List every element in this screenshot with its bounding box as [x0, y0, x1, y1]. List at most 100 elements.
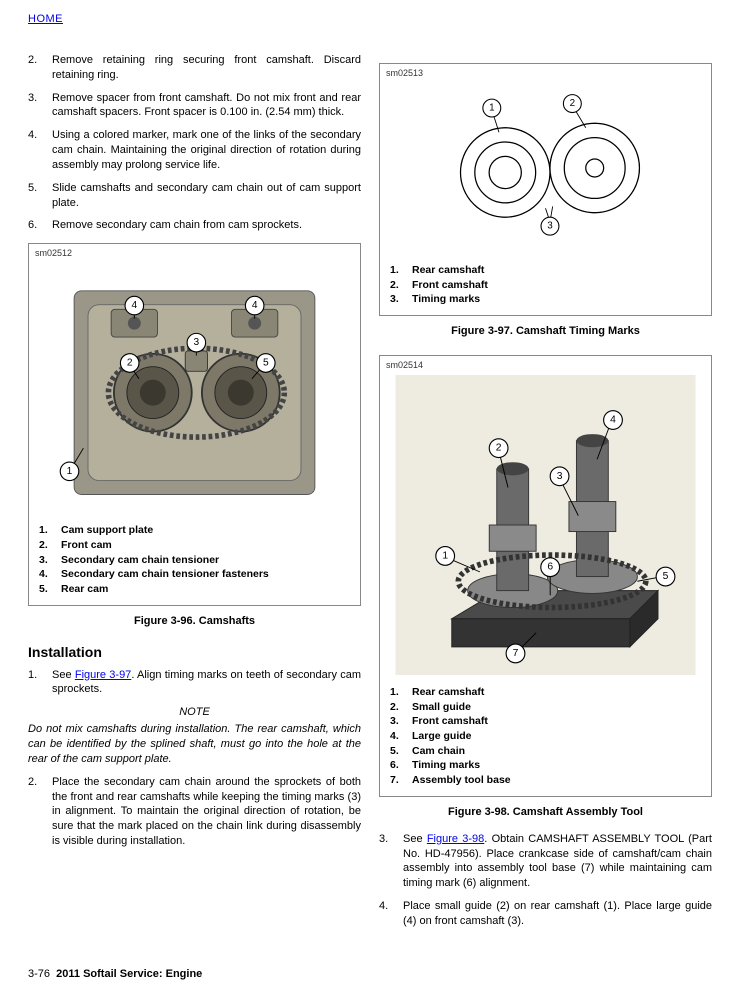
- svg-text:4: 4: [131, 301, 137, 312]
- legend-num: 4.: [390, 729, 412, 744]
- legend-num: 1.: [390, 263, 412, 278]
- step-num: 1.: [28, 668, 52, 698]
- step-num: 2.: [28, 775, 52, 849]
- legend-num: 7.: [390, 773, 412, 788]
- right-column: sm02513: [379, 53, 712, 937]
- step-text: Remove retaining ring securing front cam…: [52, 53, 361, 83]
- step-text: Remove secondary cam chain from cam spro…: [52, 218, 361, 233]
- legend-num: 3.: [390, 714, 412, 729]
- figure-3-97-link[interactable]: Figure 3-97: [75, 669, 131, 681]
- figure-3-97-caption: Figure 3-97. Camshaft Timing Marks: [379, 324, 712, 339]
- svg-text:4: 4: [252, 301, 258, 312]
- figure-3-96-caption: Figure 3-96. Camshafts: [28, 614, 361, 629]
- installation-steps-1: 1. See Figure 3-97. Align timing marks o…: [28, 668, 361, 698]
- step-num: 3.: [379, 832, 403, 891]
- legend-text: Cam support plate: [61, 523, 153, 538]
- step-text: Using a colored marker, mark one of the …: [52, 128, 361, 173]
- legend-num: 1.: [390, 685, 412, 700]
- step-5: 5.Slide camshafts and secondary cam chai…: [28, 181, 361, 211]
- svg-text:3: 3: [557, 471, 563, 482]
- legend-num: 6.: [390, 758, 412, 773]
- home-link[interactable]: HOME: [28, 13, 63, 25]
- svg-text:6: 6: [547, 562, 553, 573]
- legend-text: Secondary cam chain tensioner fasteners: [61, 567, 269, 582]
- svg-text:5: 5: [663, 571, 669, 582]
- figure-legend: 1.Rear camshaft 2.Front camshaft 3.Timin…: [380, 257, 711, 315]
- removal-steps: 2.Remove retaining ring securing front c…: [28, 53, 361, 233]
- legend-text: Assembly tool base: [412, 773, 511, 788]
- installation-steps-3: 3. See Figure 3-98. Obtain CAMSHAFT ASSE…: [379, 832, 712, 929]
- step-6: 6.Remove secondary cam chain from cam sp…: [28, 218, 361, 233]
- legend-text: Cam chain: [412, 744, 465, 759]
- step-num: 2.: [28, 53, 52, 83]
- step-3: 3.Remove spacer from front camshaft. Do …: [28, 91, 361, 121]
- installation-steps-2: 2.Place the secondary cam chain around t…: [28, 775, 361, 849]
- figure-legend: 1.Cam support plate 2.Front cam 3.Second…: [29, 517, 360, 604]
- install-step-2: 2.Place the secondary cam chain around t…: [28, 775, 361, 849]
- svg-text:2: 2: [127, 358, 133, 369]
- left-column: 2.Remove retaining ring securing front c…: [28, 53, 361, 937]
- legend-text: Timing marks: [412, 292, 480, 307]
- page-number: 3-76: [28, 968, 50, 980]
- step-text: Place small guide (2) on rear camshaft (…: [403, 899, 712, 929]
- svg-text:2: 2: [570, 98, 575, 109]
- svg-text:1: 1: [489, 103, 494, 114]
- legend-num: 1.: [39, 523, 61, 538]
- legend-num: 2.: [39, 538, 61, 553]
- svg-text:5: 5: [263, 358, 269, 369]
- svg-text:1: 1: [67, 466, 73, 477]
- legend-num: 3.: [39, 553, 61, 568]
- svg-text:2: 2: [496, 443, 502, 454]
- install-step-1: 1. See Figure 3-97. Align timing marks o…: [28, 668, 361, 698]
- text-fragment: See: [52, 669, 75, 681]
- figure-3-98: sm02514: [379, 355, 712, 797]
- svg-text:1: 1: [442, 550, 448, 561]
- legend-text: Secondary cam chain tensioner: [61, 553, 219, 568]
- figure-image: 1 2 3 4 4 5: [29, 259, 360, 517]
- note-heading: NOTE: [28, 705, 361, 720]
- step-text: Slide camshafts and secondary cam chain …: [52, 181, 361, 211]
- step-num: 5.: [28, 181, 52, 211]
- legend-text: Rear camshaft: [412, 685, 484, 700]
- figure-id: sm02514: [380, 356, 711, 371]
- figure-id: sm02513: [380, 64, 711, 79]
- svg-text:7: 7: [513, 648, 519, 659]
- step-num: 4.: [28, 128, 52, 173]
- legend-text: Timing marks: [412, 758, 480, 773]
- legend-num: 4.: [39, 567, 61, 582]
- legend-text: Front cam: [61, 538, 112, 553]
- step-text: See Figure 3-98. Obtain CAMSHAFT ASSEMBL…: [403, 832, 712, 891]
- legend-num: 3.: [390, 292, 412, 307]
- installation-heading: Installation: [28, 643, 361, 662]
- footer-title: 2011 Softail Service: Engine: [56, 968, 202, 980]
- legend-num: 5.: [39, 582, 61, 597]
- figure-3-98-caption: Figure 3-98. Camshaft Assembly Tool: [379, 805, 712, 820]
- step-2: 2.Remove retaining ring securing front c…: [28, 53, 361, 83]
- page-footer: 3-76 2011 Softail Service: Engine: [28, 967, 712, 982]
- two-column-layout: 2.Remove retaining ring securing front c…: [28, 53, 712, 937]
- text-fragment: See: [403, 833, 427, 845]
- legend-text: Front camshaft: [412, 278, 488, 293]
- figure-legend: 1.Rear camshaft 2.Small guide 3.Front ca…: [380, 679, 711, 796]
- svg-text:4: 4: [610, 415, 616, 426]
- figure-3-97: sm02513: [379, 63, 712, 316]
- legend-num: 2.: [390, 278, 412, 293]
- figure-3-96: sm02512: [28, 243, 361, 606]
- step-num: 4.: [379, 899, 403, 929]
- step-text: Place the secondary cam chain around the…: [52, 775, 361, 849]
- step-4: 4.Using a colored marker, mark one of th…: [28, 128, 361, 173]
- note-body: Do not mix camshafts during installation…: [28, 722, 361, 767]
- legend-text: Large guide: [412, 729, 472, 744]
- install-step-4: 4.Place small guide (2) on rear camshaft…: [379, 899, 712, 929]
- legend-num: 5.: [390, 744, 412, 759]
- install-step-3: 3. See Figure 3-98. Obtain CAMSHAFT ASSE…: [379, 832, 712, 891]
- figure-3-98-link[interactable]: Figure 3-98: [427, 833, 484, 845]
- step-text: Remove spacer from front camshaft. Do no…: [52, 91, 361, 121]
- figure-image: 1 2 3 4 5 6 7: [380, 371, 711, 679]
- legend-num: 2.: [390, 700, 412, 715]
- legend-text: Small guide: [412, 700, 471, 715]
- figure-image: 1 2 3: [380, 79, 711, 257]
- legend-text: Rear cam: [61, 582, 108, 597]
- step-num: 6.: [28, 218, 52, 233]
- svg-text:3: 3: [194, 338, 200, 349]
